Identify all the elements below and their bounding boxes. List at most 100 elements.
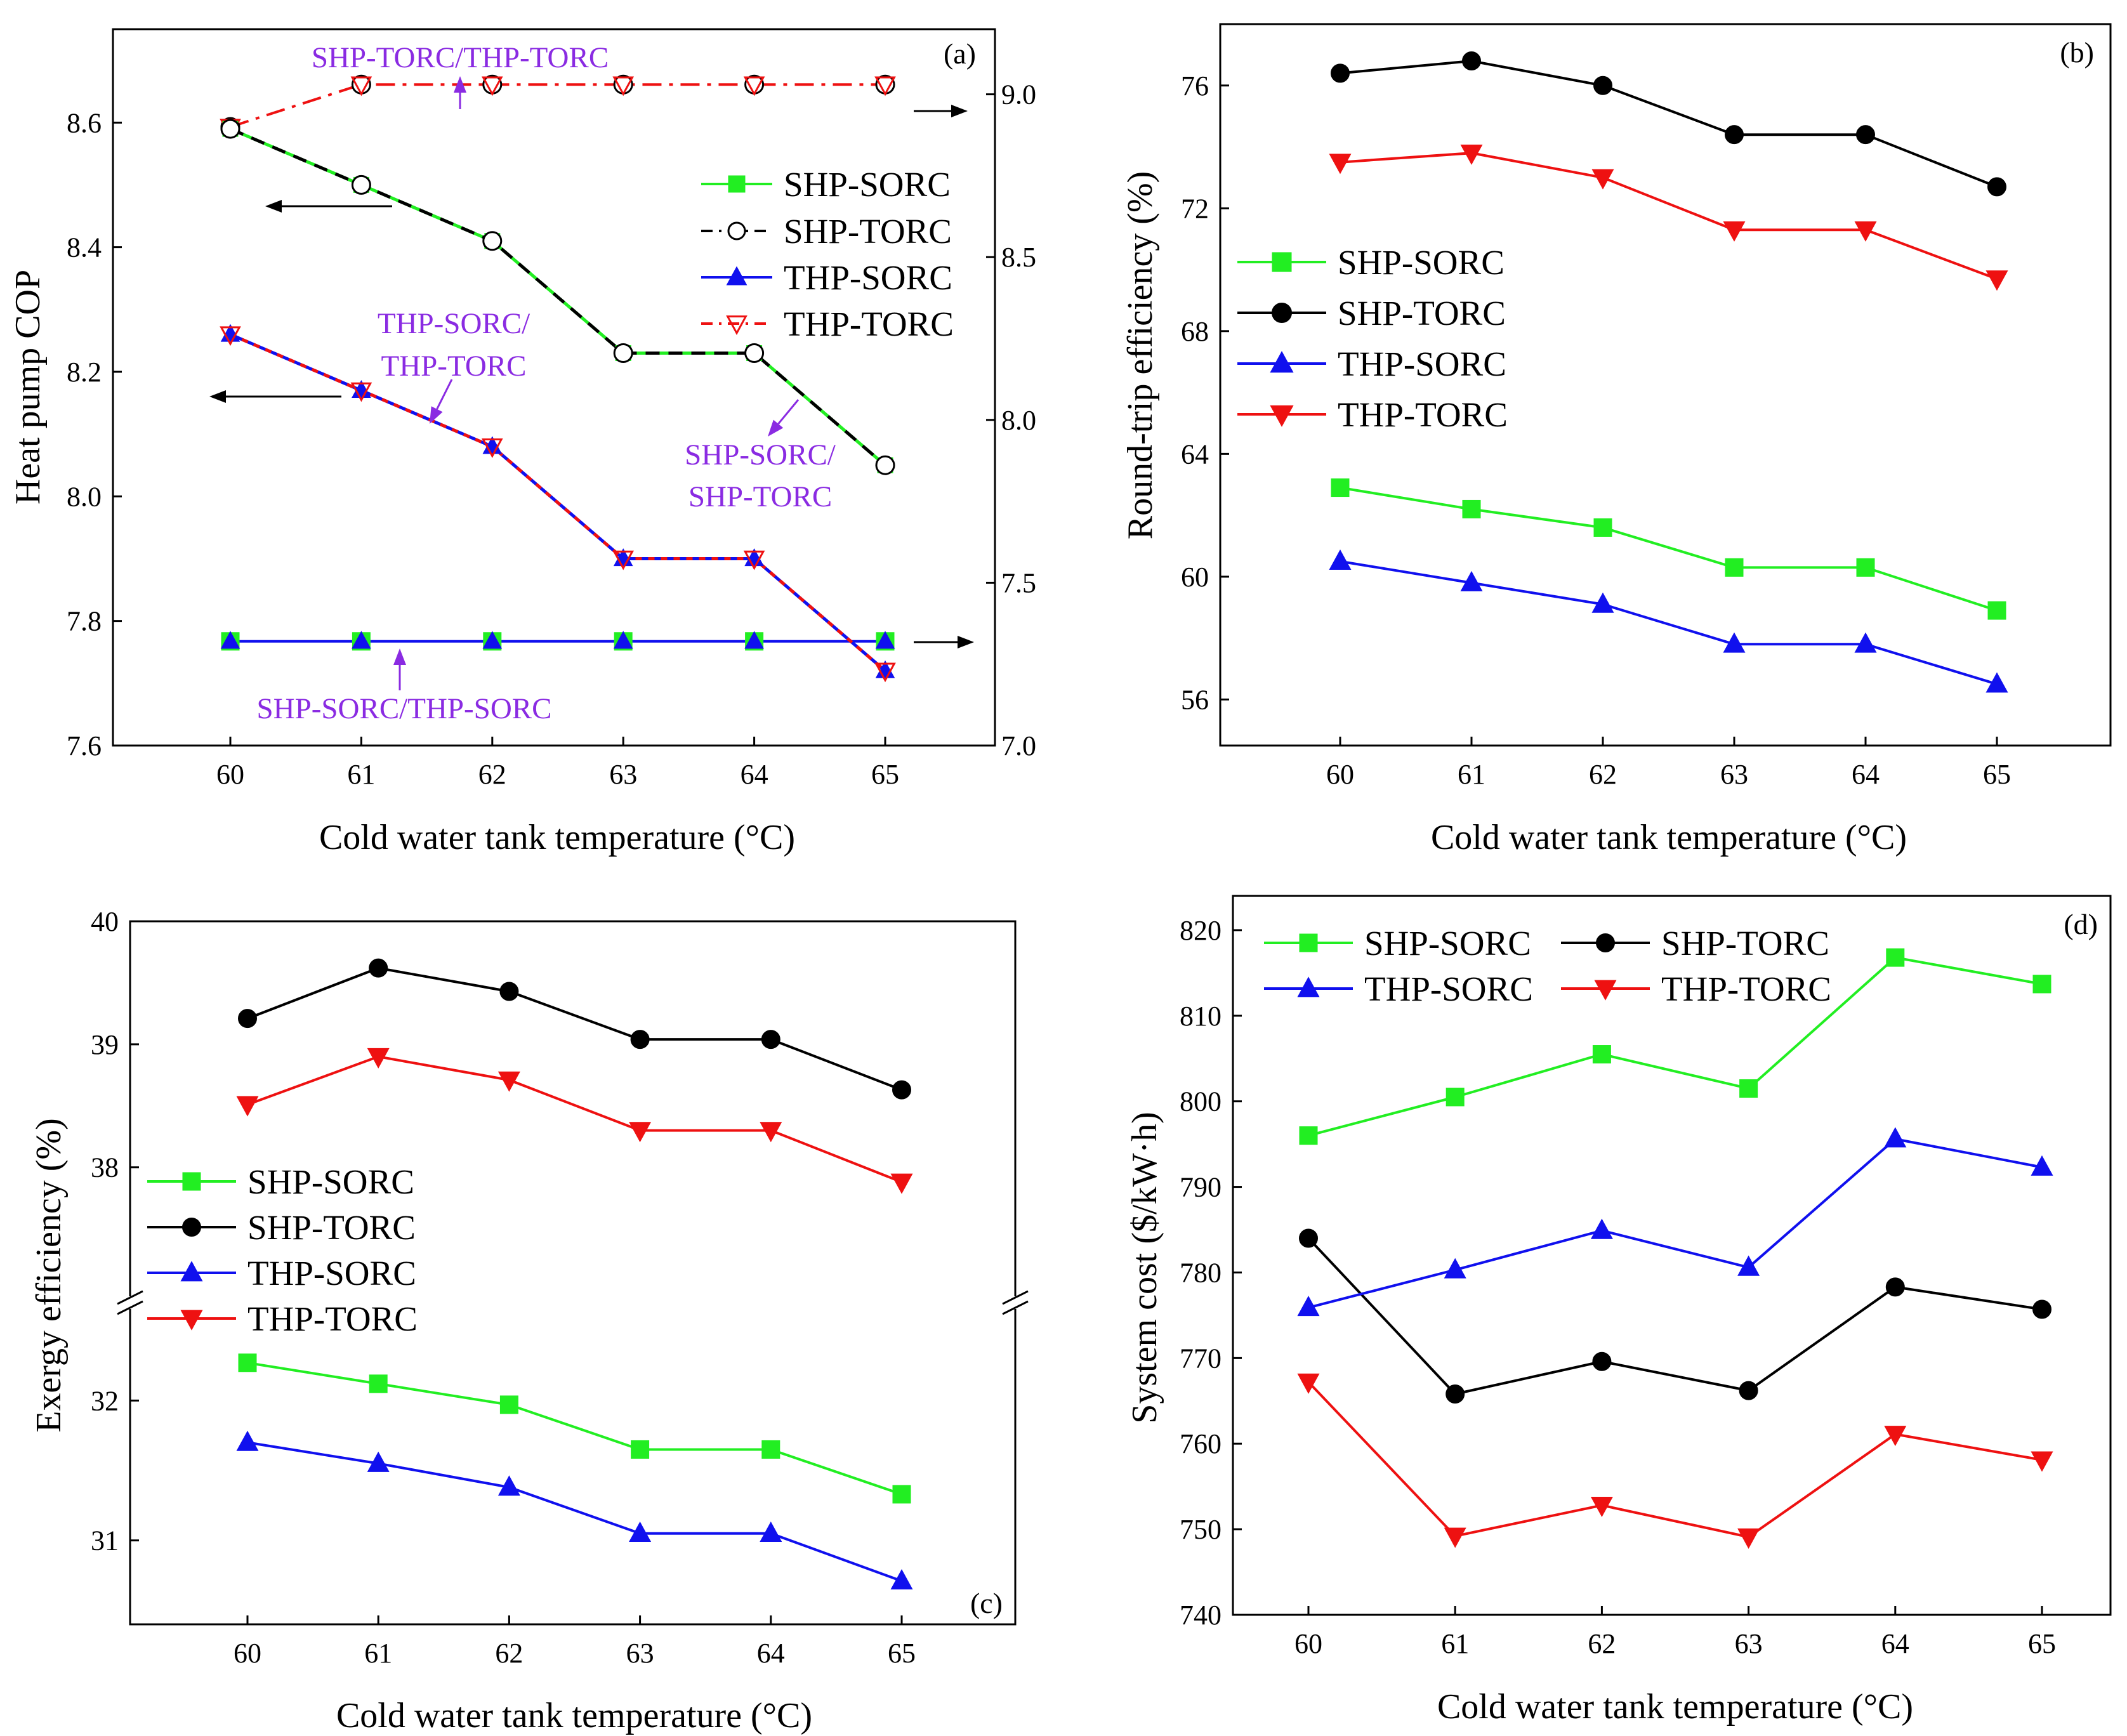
series-line-shp-sorc: [1308, 956, 2043, 1137]
data-point-thp-torc: [497, 1071, 520, 1092]
x-axis: 60 61 62 63 64 65: [1294, 1606, 2056, 1659]
legend-marker: [1299, 933, 1318, 952]
legend-item-shp-torc: SHP-TORC: [1237, 294, 1506, 332]
legend-marker: [1272, 303, 1292, 323]
data-point-thp-torc: [350, 76, 372, 96]
data-point-shp-torc: [1462, 51, 1481, 71]
legend-label: THP-TORC: [247, 1299, 418, 1338]
legend-item-thp-torc: THP-TORC: [147, 1299, 418, 1338]
y-axis-title: Exergy efficiency (%): [29, 1118, 69, 1432]
series-thp-torc: [1297, 1373, 2053, 1549]
x-tick-label: 64: [1852, 759, 1880, 790]
data-point-thp-torc: [874, 662, 896, 683]
data-point-shp-torc: [351, 174, 371, 195]
annotation-shp-sorc: SHP-SORC/: [685, 438, 836, 471]
data-point-thp-torc: [1737, 1528, 1760, 1549]
legend-item-shp-torc: SHP-TORC: [147, 1208, 416, 1247]
data-point-thp-torc: [890, 1173, 913, 1194]
legend-item-thp-sorc: THP-SORC: [1264, 970, 1533, 1008]
legend-item-shp-torc: SHP-TORC: [1561, 924, 1829, 963]
series-thp-torc: [1329, 144, 2008, 291]
data-point-shp-sorc: [1593, 518, 1612, 537]
data-point-thp-torc: [629, 1122, 652, 1143]
axis-break-mark: [117, 1290, 143, 1305]
legend-marker: [1270, 405, 1294, 427]
data-point-thp-torc: [1884, 1426, 1907, 1447]
data-point-shp-torc: [1725, 125, 1744, 145]
x-axis-title: Cold water tank temperature (°C): [336, 1696, 812, 1735]
x-tick-label: 61: [1441, 1628, 1469, 1659]
legend-label: SHP-TORC: [1661, 924, 1829, 963]
legend-marker: [180, 1261, 203, 1282]
x-tick-label: 63: [626, 1638, 654, 1669]
data-point-shp-torc: [1331, 63, 1350, 83]
legend-label: THP-SORC: [247, 1254, 416, 1292]
panel-a-heat-pump-cop-chart: 60 61 62 63 64 65 7.6 7.8 8.0 8.2 8.4 8.6 7.0 7.5 8.0 8…: [8, 28, 1036, 857]
legend-item-shp-sorc: SHP-SORC: [147, 1162, 414, 1201]
data-point-thp-sorc: [1723, 632, 1746, 653]
data-point-thp-torc: [1590, 1497, 1613, 1518]
y-axis: 7.6 7.8 8.0 8.2 8.4 8.6: [67, 107, 122, 761]
y2-tick-label: 8.5: [1001, 242, 1036, 273]
y-tick-label: 60: [1181, 562, 1209, 593]
data-point-thp-torc: [1985, 270, 2008, 291]
series-line-shp-torc-thp-torc: [230, 83, 885, 128]
legend-marker: [1297, 977, 1320, 997]
panel-c-exergy-efficiency-chart: 60 61 62 63 64 65 31 32 38 39 40 Cold water tank te…: [29, 906, 1029, 1735]
x-tick-label: 62: [478, 759, 506, 790]
x-tick-label: 64: [1881, 1628, 1909, 1659]
axis-break: [117, 1290, 1029, 1315]
data-point-thp-torc: [1444, 1527, 1466, 1548]
series-line-shp-torc: [1307, 1237, 2043, 1396]
series-shp-torc: [1331, 51, 2006, 197]
data-point-shp-torc: [630, 1030, 650, 1049]
annotation-arrow-shp: [768, 399, 800, 437]
legend-item-thp-sorc: THP-SORC: [701, 258, 952, 297]
series-line-thp-torc: [230, 332, 886, 673]
x-tick-label: 61: [347, 759, 375, 790]
annotation-arrow-thp-shaft: [436, 379, 453, 410]
data-point-thp-sorc: [890, 1568, 913, 1589]
legend: SHP-SORC SHP-TORC THP-SORC THP-TORC: [701, 165, 954, 343]
data-point-shp-sorc: [1445, 1088, 1465, 1107]
x-tick-label: 65: [888, 1638, 916, 1669]
legend-marker: [182, 1172, 201, 1191]
data-point-thp-sorc: [1737, 1255, 1760, 1276]
data-point-thp-sorc: [2031, 1155, 2053, 1176]
data-point-thp-torc: [1591, 169, 1614, 190]
data-point-shp-sorc: [1331, 478, 1350, 497]
data-point-thp-sorc: [352, 631, 371, 649]
data-point-shp-sorc: [761, 1440, 780, 1459]
data-point-shp-torc: [892, 1080, 911, 1100]
y-tick-label: 8.4: [67, 232, 102, 263]
plot-frame: [112, 28, 996, 747]
x-axis-title: Cold water tank temperature (°C): [1431, 818, 1907, 857]
left-axis-arrow-shp: [265, 200, 392, 213]
series-line-shp-sorc: [1340, 486, 1998, 612]
data-point-shp-torc: [220, 119, 240, 139]
axis-break-mark: [1002, 1300, 1029, 1315]
data-point-thp-torc: [220, 326, 241, 346]
data-point-thp-torc: [2031, 1451, 2053, 1472]
legend-item-thp-sorc: THP-SORC: [147, 1254, 416, 1292]
annotation-thp-sorc: THP-SORC/: [378, 307, 530, 340]
data-point-shp-torc: [1856, 125, 1875, 145]
data-point-thp-sorc: [629, 1522, 652, 1542]
data-point-thp-sorc: [1460, 570, 1483, 591]
data-point-shp-sorc: [631, 1440, 650, 1459]
data-point-shp-torc: [369, 958, 388, 978]
y-axis-title: Round-trip efficiency (%): [1121, 171, 1160, 540]
legend-item-shp-sorc: SHP-SORC: [1237, 243, 1505, 282]
axis-break-mark: [1002, 1290, 1029, 1305]
annotation-arrow-torc: [454, 76, 466, 109]
y-tick-label: 760: [1180, 1428, 1222, 1459]
panel-label: (d): [2064, 908, 2098, 940]
annotation-arrow-sorc-head: [393, 648, 406, 665]
data-point-thp-sorc: [482, 631, 503, 649]
series-shp-torc: [1299, 1228, 2051, 1404]
series-shp-torc: [238, 958, 911, 1100]
y-tick-label: 38: [91, 1152, 119, 1183]
legend-label: THP-TORC: [784, 305, 954, 343]
data-point-thp-sorc: [236, 1430, 259, 1451]
data-point-thp-torc: [1854, 221, 1877, 242]
